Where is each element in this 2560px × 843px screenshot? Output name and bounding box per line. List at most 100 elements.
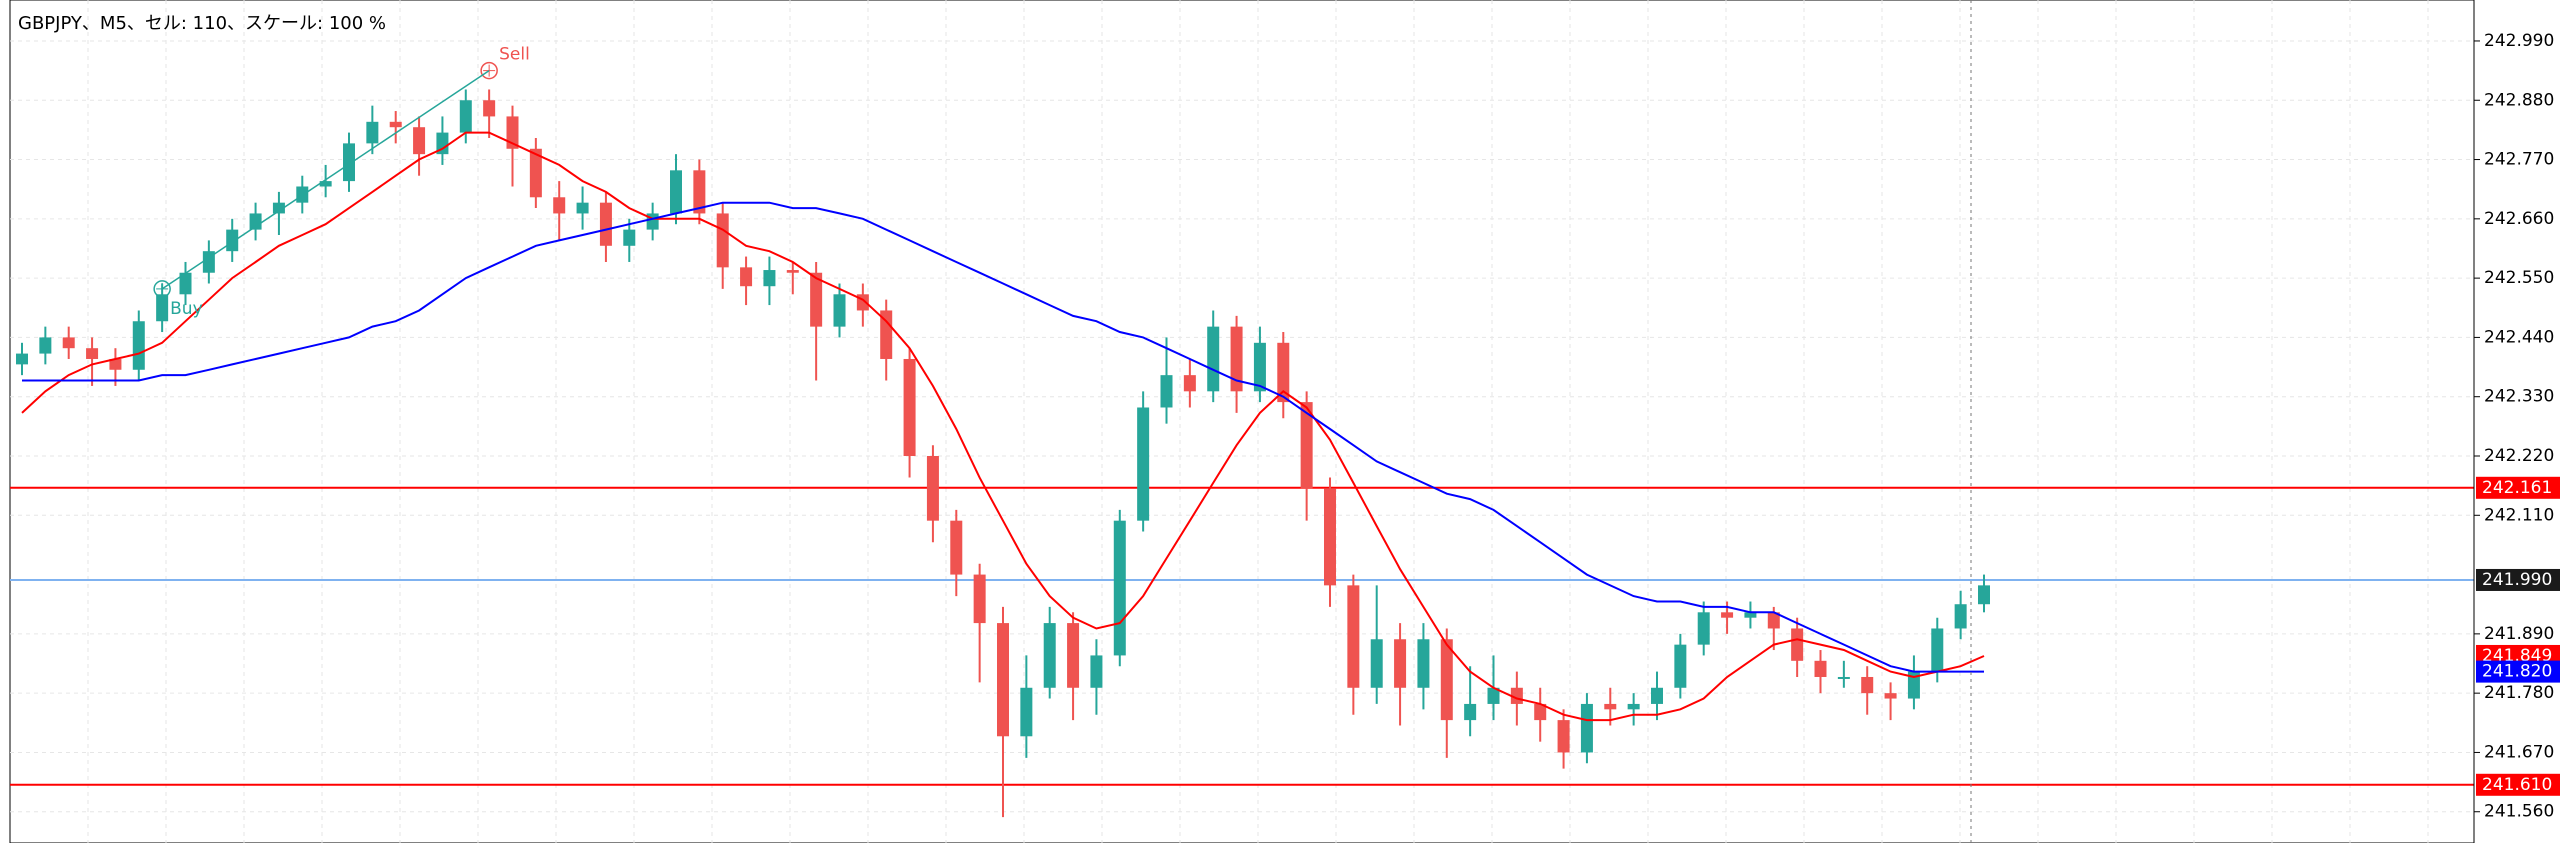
candle-body xyxy=(693,170,706,214)
candle-body xyxy=(1627,703,1640,710)
signal-label: Buy xyxy=(170,299,203,319)
y-tick-label: 242.330 xyxy=(2484,387,2554,407)
candle-body xyxy=(1767,612,1780,629)
y-tick-label: 241.670 xyxy=(2484,742,2554,762)
candle-body xyxy=(740,267,753,287)
candle-body xyxy=(973,574,986,624)
candle-body xyxy=(1300,402,1313,489)
candle-body xyxy=(1791,628,1804,661)
candle-body xyxy=(156,294,169,322)
candle-body xyxy=(1067,623,1080,688)
candle-body xyxy=(272,202,285,214)
candle-body xyxy=(1931,628,1944,672)
price-label-box xyxy=(2476,660,2560,683)
candle-body xyxy=(1183,375,1196,392)
candle-body xyxy=(1347,585,1360,688)
candle-body xyxy=(1160,375,1173,408)
candle-body xyxy=(903,358,916,456)
candle-body xyxy=(1557,720,1570,753)
candle-body xyxy=(179,272,192,295)
candle-body xyxy=(506,116,519,149)
candle-body xyxy=(1907,671,1920,699)
signal-marker xyxy=(480,61,498,80)
candle-body xyxy=(1417,639,1430,688)
moving-average xyxy=(21,131,1985,722)
trade-line xyxy=(161,69,490,290)
candle-body xyxy=(1043,623,1056,688)
signal-marker xyxy=(153,280,171,298)
candle-body xyxy=(413,127,426,155)
candle-body xyxy=(1137,407,1150,521)
candle-body xyxy=(1020,687,1033,737)
y-tick-label: 242.220 xyxy=(2484,446,2554,466)
y-tick-label: 242.550 xyxy=(2484,268,2554,288)
y-tick-label: 242.440 xyxy=(2484,327,2554,347)
candle-body xyxy=(1277,342,1290,403)
candle-body xyxy=(763,270,776,287)
price-label: 241.990 xyxy=(2482,570,2552,590)
candle-body xyxy=(529,148,542,198)
candle-body xyxy=(1534,703,1547,721)
candle-body xyxy=(1978,585,1990,605)
candle-body xyxy=(1253,342,1266,392)
candle-body xyxy=(1861,676,1874,694)
chart-title: GBPJPY、M5、セル: 110、スケール: 100 % xyxy=(18,13,386,34)
candle-body xyxy=(1604,703,1617,710)
candle-body xyxy=(1370,639,1383,688)
candle-body xyxy=(109,358,122,370)
candle-body xyxy=(1090,655,1103,688)
candle-body xyxy=(950,520,963,575)
candle-body xyxy=(1744,612,1757,618)
y-tick-label: 242.110 xyxy=(2484,505,2554,525)
candle-body xyxy=(1721,612,1734,618)
candle-body xyxy=(1814,660,1827,677)
y-tick-label: 241.890 xyxy=(2484,624,2554,644)
candle-body xyxy=(576,202,589,214)
candle-body xyxy=(459,100,472,133)
candle-body xyxy=(1954,604,1967,629)
candle-body xyxy=(132,321,145,370)
candle-body xyxy=(319,181,332,187)
candle-body xyxy=(670,170,682,214)
candle-body xyxy=(553,197,566,214)
candle-body xyxy=(1487,687,1500,704)
candle-body xyxy=(1230,326,1243,392)
y-tick-label: 242.990 xyxy=(2484,31,2554,51)
candle-body xyxy=(249,213,262,230)
candle-body xyxy=(880,310,893,359)
candle-body xyxy=(1674,644,1687,688)
candle-body xyxy=(833,294,846,327)
candle-body xyxy=(786,270,799,273)
y-tick-label: 241.560 xyxy=(2484,802,2554,822)
candle-body xyxy=(1113,520,1126,656)
candle-body xyxy=(1697,612,1710,645)
candle-body xyxy=(436,132,449,155)
y-tick-label: 242.770 xyxy=(2484,150,2554,170)
candle-body xyxy=(86,348,99,359)
candle-body xyxy=(997,623,1009,737)
candle-body xyxy=(483,100,496,117)
candle-body xyxy=(226,229,239,252)
candle-body xyxy=(1440,639,1453,721)
y-tick-label: 241.780 xyxy=(2484,683,2554,703)
candle-body xyxy=(39,337,52,354)
candle-body xyxy=(623,229,636,246)
candle-body xyxy=(1464,703,1477,721)
candle-body xyxy=(343,143,355,182)
candle-body xyxy=(1394,639,1407,688)
candle-body xyxy=(1580,703,1593,753)
candle-body xyxy=(926,455,939,521)
candle-body xyxy=(716,213,729,268)
y-tick-label: 242.660 xyxy=(2484,209,2554,229)
candle-body xyxy=(1324,488,1336,586)
y-tick-label: 242.880 xyxy=(2484,90,2554,110)
candle-body xyxy=(62,337,75,349)
candle-body xyxy=(810,272,823,327)
moving-average xyxy=(22,201,1984,673)
plot-frame xyxy=(9,0,2475,843)
candle-body xyxy=(1651,687,1663,704)
price-label: 241.820 xyxy=(2482,662,2552,682)
candle-body xyxy=(1884,693,1897,699)
candle-body xyxy=(366,121,379,144)
